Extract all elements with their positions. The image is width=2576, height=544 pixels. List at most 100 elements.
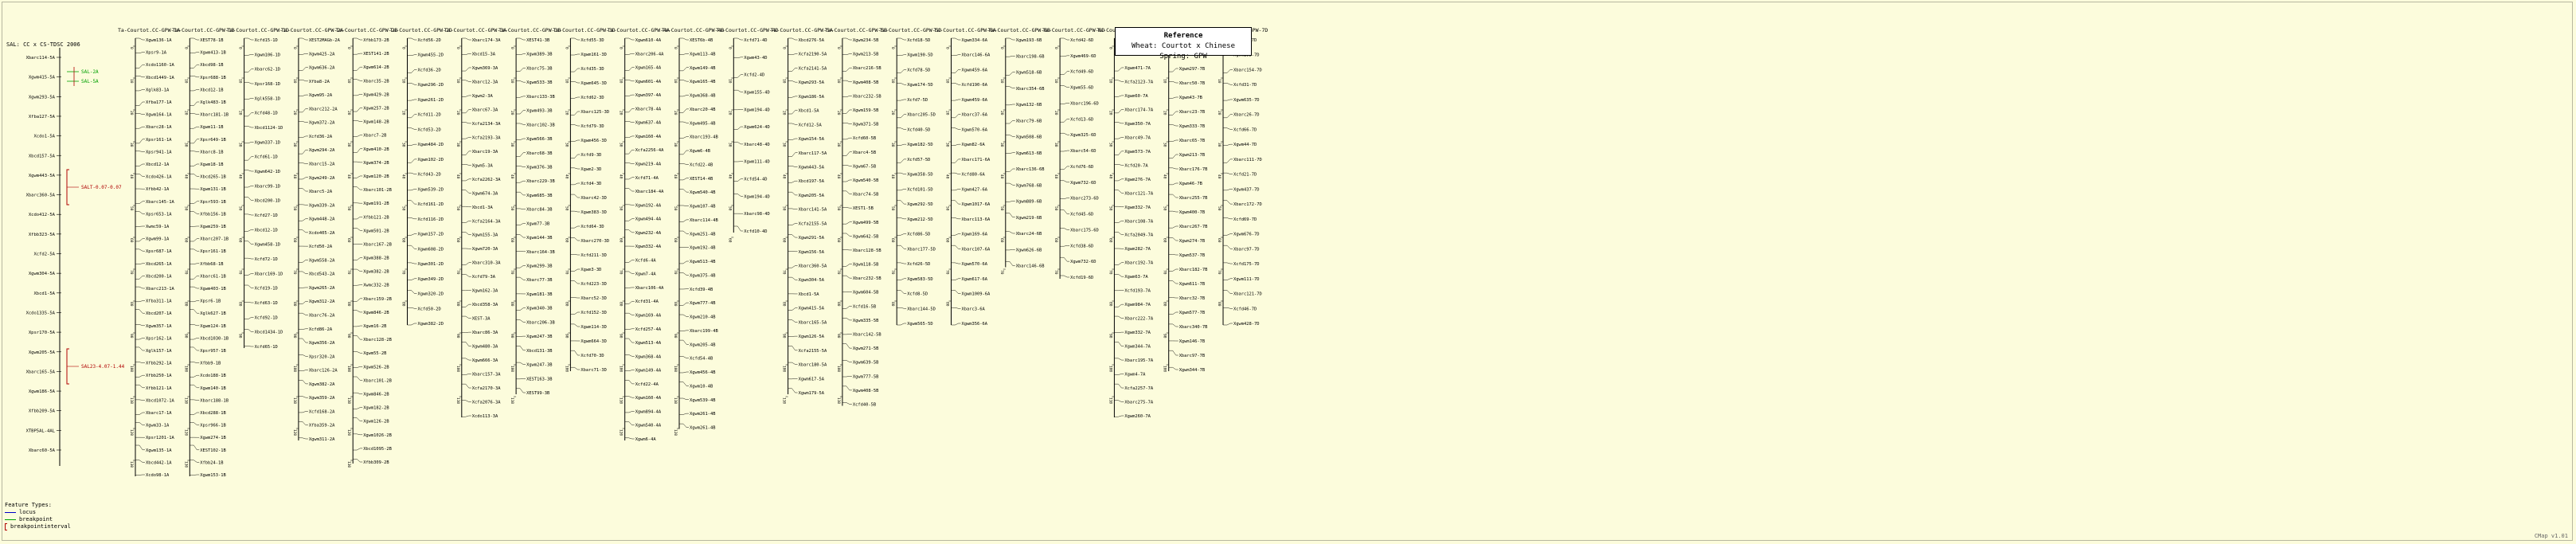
- map-column-5b[interactable]: Ta-Courtot.CC-GPW-5B 0 10 20 30 40 50 60 70 80 90 1…: [825, 27, 887, 408]
- marker-label[interactable]: Xgwm155-3A: [472, 233, 498, 238]
- map-title[interactable]: Ta-Courtot.CC-GPW-1D: [227, 27, 289, 33]
- marker-label[interactable]: Xgwm293-5A: [29, 95, 56, 100]
- marker-label[interactable]: Xgwm403-1B: [200, 287, 225, 292]
- marker-label[interactable]: Xgwm495-4B: [690, 121, 715, 126]
- marker-label[interactable]: Xcfd78-5D: [907, 68, 930, 72]
- marker-label[interactable]: Xgwm469-6D: [1070, 54, 1096, 59]
- marker-label[interactable]: Xbarc101-2B: [363, 378, 392, 383]
- marker-label[interactable]: Xgwm155-4D: [744, 90, 769, 95]
- marker-label[interactable]: Xgwm102-2D: [418, 158, 444, 162]
- marker-label[interactable]: Xgwm320-2D: [418, 292, 444, 297]
- marker-label[interactable]: Xbcd207-1A: [146, 311, 172, 316]
- marker-label[interactable]: Xgwm18-1B: [200, 162, 223, 167]
- marker-label[interactable]: Xgwm33-1A: [146, 424, 170, 429]
- marker-label[interactable]: Xbarc193-4B: [690, 135, 718, 140]
- marker-label[interactable]: Xgwm344-7A: [1124, 345, 1151, 350]
- marker-label[interactable]: Xgwm46-7B: [1179, 182, 1202, 186]
- marker-label[interactable]: Xwmc59-1A: [146, 225, 170, 229]
- map-title[interactable]: Ta-Courtot.CC-GPW-3B: [498, 27, 561, 33]
- marker-label[interactable]: Xbarc26-7D: [1233, 113, 1259, 118]
- marker-label[interactable]: Xbcd1449-1A: [146, 76, 174, 80]
- marker-label[interactable]: Xgwm249-2A: [309, 176, 335, 181]
- marker-label[interactable]: Xgwm448-2A: [309, 217, 335, 222]
- marker-label[interactable]: Xgwm382-2D: [418, 322, 444, 327]
- marker-label[interactable]: Xcfa2049-7A: [1124, 233, 1153, 238]
- marker-label[interactable]: Xcdo1160-1A: [146, 63, 174, 68]
- marker-label[interactable]: Xbarc65-7B: [1179, 139, 1205, 143]
- marker-label[interactable]: Xbarc23-7B: [1179, 110, 1205, 115]
- marker-label[interactable]: Xgwm369-3A: [472, 66, 498, 71]
- marker-label[interactable]: XEST102-1B: [200, 448, 225, 453]
- map-column-5a[interactable]: Ta-Courtot.CC-GPW-5A 0 10 20 30 40 50 60 70 80 90 1…: [771, 27, 833, 404]
- marker-label[interactable]: Xpsr941-1A: [146, 150, 172, 155]
- marker-label[interactable]: Xbarc68-3B: [526, 151, 552, 156]
- marker-label[interactable]: Xglk83-1A: [146, 88, 170, 92]
- marker-label[interactable]: Xfba311-1A: [146, 299, 172, 304]
- marker-label[interactable]: Xbarc354-6B: [1016, 87, 1045, 92]
- marker-label[interactable]: Xbcd12-1A: [146, 162, 170, 167]
- marker-label[interactable]: Xgwm443-5A: [29, 174, 56, 178]
- marker-label[interactable]: Xbarc5-2A: [309, 190, 333, 194]
- marker-label[interactable]: Xgwm136-1A: [146, 38, 172, 43]
- marker-label[interactable]: Xgwm164-1A: [146, 113, 172, 118]
- map-title[interactable]: Ta-Courtot.CC-GPW-1A: [118, 27, 180, 33]
- marker-label[interactable]: Xgwm312-2A: [309, 299, 335, 304]
- marker-label[interactable]: XEST1-5B: [853, 206, 874, 211]
- map-column-4d[interactable]: Ta-Courtot.CC-GPW-4D 0 10 20 30 40 50 60 Xcfd71-…: [716, 27, 778, 243]
- marker-label[interactable]: Xbarc175-6D: [1070, 228, 1099, 233]
- marker-label[interactable]: Xbarc61-1B: [200, 274, 225, 279]
- marker-label[interactable]: Xgwm459-6A: [962, 98, 988, 103]
- marker-label[interactable]: Xfbb121-2B: [363, 215, 389, 220]
- marker-label[interactable]: Xgwm344-7B: [1179, 368, 1205, 373]
- marker-label[interactable]: Xgwm984-7A: [1124, 303, 1151, 307]
- marker-label[interactable]: Xgwm332-7A: [1124, 331, 1151, 335]
- marker-label[interactable]: Xcfd45-6D: [1070, 213, 1093, 217]
- marker-label[interactable]: Xgwm1017-6A: [962, 202, 991, 207]
- marker-label[interactable]: Xgwm611-7B: [1179, 282, 1205, 287]
- marker-label[interactable]: Xgwm2-3A: [472, 94, 494, 99]
- marker-label[interactable]: Xgwm604-5B: [853, 291, 878, 295]
- marker-label[interactable]: Xgwm297-7B: [1179, 67, 1205, 72]
- marker-label[interactable]: Xbarc165-5A: [26, 370, 56, 374]
- marker-label[interactable]: Xpsr649-1B: [200, 138, 225, 143]
- marker-label[interactable]: Xbarc174-3A: [472, 38, 501, 43]
- marker-label[interactable]: Xbarc54-6D: [1070, 149, 1096, 154]
- marker-label[interactable]: Xcfd76-6D: [1070, 165, 1093, 170]
- map-title[interactable]: Ta-Courtot.CC-GPW-5D: [879, 27, 941, 33]
- marker-label[interactable]: Xcfd257-4A: [635, 327, 662, 332]
- marker-label[interactable]: Xcdo412-5A: [29, 213, 56, 217]
- marker-label[interactable]: Xgwm340-3B: [526, 307, 552, 311]
- marker-label[interactable]: Xgwm5-3A: [472, 163, 494, 168]
- marker-label[interactable]: Xbcd1-5A: [34, 292, 56, 296]
- marker-label[interactable]: Xcfd50-2D: [418, 307, 441, 311]
- map-column-6a[interactable]: Ta-Courtot.CC-GPW-6A 0 10 20 30 40 50 60 70 80 Xgw…: [934, 27, 996, 327]
- map-title[interactable]: Ta-Courtot.CC-GPW-2A: [281, 27, 343, 33]
- marker-label[interactable]: Xgwm10-4B: [690, 384, 713, 389]
- marker-label[interactable]: Xcfd61-1D: [255, 155, 278, 160]
- marker-label[interactable]: Xcfd13-6D: [1070, 117, 1093, 122]
- marker-label[interactable]: Xgwm539-4B: [690, 398, 715, 403]
- marker-label[interactable]: Xfbb24-1B: [200, 460, 223, 465]
- marker-label[interactable]: Xbcd98-1B: [200, 63, 223, 68]
- marker-label[interactable]: Xbarc28-1A: [146, 125, 172, 130]
- marker-label[interactable]: Xbarc128-2B: [363, 338, 392, 342]
- marker-label[interactable]: Xbarc17-1A: [146, 411, 172, 416]
- map-title[interactable]: Ta-Courtot.CC-GPW-1B: [172, 27, 234, 33]
- map-column-1a[interactable]: Ta-Courtot.CC-GPW-1A 0 10 20 30 40 50 60 70 80 90 1…: [118, 27, 180, 478]
- marker-label[interactable]: Xbarc275-7A: [1124, 401, 1153, 405]
- marker-label[interactable]: Xcfd79-3D: [580, 124, 604, 129]
- marker-label[interactable]: Xgwm610-4A: [635, 38, 662, 43]
- marker-label[interactable]: Xgwm635-7D: [1233, 98, 1259, 103]
- marker-label[interactable]: Xcfd54-4D: [744, 178, 767, 182]
- marker-label[interactable]: Xgwm768-6B: [1016, 183, 1042, 188]
- marker-label[interactable]: Xbarc97-7B: [1179, 354, 1205, 358]
- marker-label[interactable]: Xgwm179-5A: [799, 391, 825, 396]
- marker-label[interactable]: Xcfd31-4A: [635, 299, 659, 304]
- marker-label[interactable]: Xbarc270-3D: [580, 239, 609, 244]
- marker-label[interactable]: Xcfd50-2A: [309, 245, 333, 249]
- marker-label[interactable]: XEST41-3B: [526, 38, 549, 43]
- marker-label[interactable]: Xfbb42-1A: [146, 187, 170, 192]
- map-title[interactable]: Ta-Courtot.CC-GPW-5A: [771, 27, 833, 33]
- marker-label[interactable]: Xgwm43-7B: [1179, 96, 1202, 100]
- marker-label[interactable]: Xgwm191-2B: [363, 202, 389, 206]
